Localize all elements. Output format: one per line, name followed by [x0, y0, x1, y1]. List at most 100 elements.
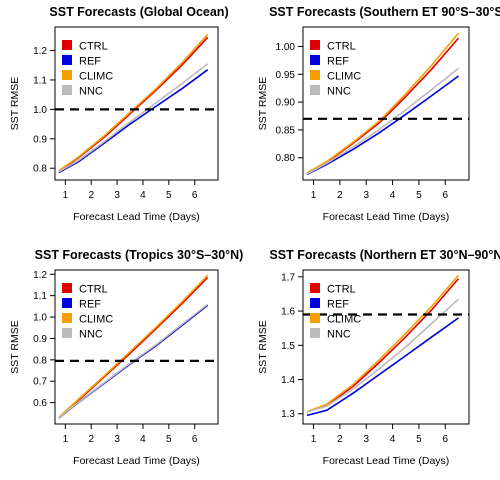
legend-swatch-nnc	[62, 328, 72, 338]
legend-label-ctrl: CTRL	[327, 41, 356, 53]
x-tick-label: 4	[140, 434, 146, 445]
legend-label-climc: CLIMC	[79, 314, 113, 326]
y-tick-label: 0.85	[276, 125, 296, 136]
y-tick-label: 1.00	[276, 42, 296, 53]
legend-swatch-ctrl	[62, 283, 72, 293]
series-line-ctrl	[306, 278, 460, 413]
y-tick-label: 0.8	[33, 355, 47, 366]
series-line-nnc	[306, 67, 459, 175]
x-tick-label: 4	[140, 190, 146, 201]
legend-swatch-ctrl	[62, 40, 72, 50]
x-axis-label: Forecast Lead Time (Days)	[323, 455, 450, 467]
x-tick-label: 1	[311, 434, 317, 445]
series-line-climc	[306, 274, 460, 413]
x-tick-label: 5	[416, 434, 422, 445]
y-tick-label: 0.7	[33, 377, 47, 388]
y-tick-label: 1.2	[33, 46, 47, 57]
y-tick-label: 0.90	[276, 98, 296, 109]
chart-panel: SST Forecasts (Northern ET 30°N–90°N) 1 2 3…	[257, 248, 500, 467]
plot-frame	[302, 269, 470, 425]
chart-title: SST Forecasts (Northern ET 30°N–90°N)	[269, 248, 500, 262]
legend-swatch-ref	[310, 55, 320, 65]
x-tick-label: 2	[88, 434, 94, 445]
y-tick-label: 1.4	[281, 375, 295, 386]
plot-frame	[302, 26, 470, 181]
y-tick-label: 0.80	[276, 153, 296, 164]
x-tick-label: 6	[192, 434, 198, 445]
chart-panel: SST Forecasts (Tropics 30°S–30°N) 1 2 3 4 5 6 0…	[9, 248, 243, 467]
legend-label-ctrl: CTRL	[79, 41, 108, 53]
y-tick-label: 1.3	[281, 409, 295, 420]
legend-swatch-climc	[62, 313, 72, 323]
y-tick-label: 0.6	[33, 398, 47, 409]
chart-panel: SST Forecasts (Southern ET 90°S–30°S) 1 2 3…	[257, 5, 500, 223]
legend-label-climc: CLIMC	[79, 71, 113, 83]
legend-swatch-nnc	[310, 85, 320, 95]
chart-title: SST Forecasts (Southern ET 90°S–30°S)	[269, 5, 500, 19]
y-tick-label: 1.5	[281, 341, 295, 352]
series-line-nnc	[58, 303, 209, 419]
series-line-ctrl	[58, 276, 209, 419]
legend-swatch-climc	[310, 70, 320, 80]
series-line-climc	[58, 274, 209, 418]
chart-panel: SST Forecasts (Global Ocean) 1 2 3 4 5 6 0.8 0.9…	[9, 5, 229, 223]
plot-frame	[54, 269, 219, 425]
series-line-nnc	[58, 63, 209, 173]
legend-label-ref: REF	[79, 299, 101, 311]
legend-label-ref: REF	[79, 56, 101, 68]
y-tick-label: 1.6	[281, 307, 295, 318]
y-tick-label: 0.8	[33, 164, 47, 175]
legend-swatch-ref	[62, 55, 72, 65]
legend-label-nnc: NNC	[327, 329, 351, 341]
x-tick-label: 1	[63, 190, 69, 201]
x-tick-label: 4	[390, 434, 396, 445]
y-tick-label: 1.0	[33, 105, 47, 116]
legend-label-nnc: NNC	[327, 86, 351, 98]
legend-label-nnc: NNC	[79, 86, 103, 98]
x-tick-label: 3	[114, 190, 120, 201]
series-line-climc	[306, 32, 460, 174]
y-axis-label: SST RMSE	[9, 320, 21, 373]
y-tick-label: 0.9	[33, 334, 47, 345]
legend-label-ref: REF	[327, 56, 349, 68]
x-tick-label: 3	[114, 434, 120, 445]
legend-swatch-climc	[62, 70, 72, 80]
x-tick-label: 3	[363, 190, 369, 201]
legend-swatch-ctrl	[310, 283, 320, 293]
legend-label-ctrl: CTRL	[79, 284, 108, 296]
legend-swatch-ref	[310, 298, 320, 308]
x-tick-label: 6	[192, 190, 198, 201]
x-tick-label: 6	[443, 190, 449, 201]
y-axis-label: SST RMSE	[257, 320, 269, 373]
series-line-ref	[306, 75, 459, 176]
x-tick-label: 2	[337, 190, 343, 201]
x-axis-label: Forecast Lead Time (Days)	[73, 455, 200, 467]
x-tick-label: 4	[390, 190, 396, 201]
chart-title: SST Forecasts (Tropics 30°S–30°N)	[35, 248, 244, 262]
y-axis-label: SST RMSE	[9, 77, 21, 130]
series-line-climc	[58, 33, 209, 172]
legend-swatch-ref	[62, 298, 72, 308]
y-tick-label: 1.1	[33, 291, 47, 302]
x-tick-label: 5	[416, 190, 422, 201]
plot-frame	[54, 26, 219, 181]
chart-title: SST Forecasts (Global Ocean)	[49, 5, 228, 19]
x-tick-label: 5	[166, 434, 172, 445]
x-tick-label: 2	[88, 190, 94, 201]
x-tick-label: 1	[311, 190, 317, 201]
y-tick-label: 1.1	[33, 75, 47, 86]
x-tick-label: 1	[63, 434, 69, 445]
y-tick-label: 1.7	[281, 272, 295, 283]
y-tick-label: 0.9	[33, 134, 47, 145]
x-tick-label: 5	[166, 190, 172, 201]
legend-swatch-ctrl	[310, 40, 320, 50]
legend-swatch-nnc	[310, 328, 320, 338]
y-tick-label: 0.95	[276, 70, 296, 81]
legend-label-nnc: NNC	[79, 329, 103, 341]
legend-swatch-climc	[310, 313, 320, 323]
legend-label-ref: REF	[327, 299, 349, 311]
legend-swatch-nnc	[62, 85, 72, 95]
legend-label-climc: CLIMC	[327, 71, 361, 83]
series-line-ref	[58, 69, 209, 174]
legend-label-climc: CLIMC	[327, 314, 361, 326]
